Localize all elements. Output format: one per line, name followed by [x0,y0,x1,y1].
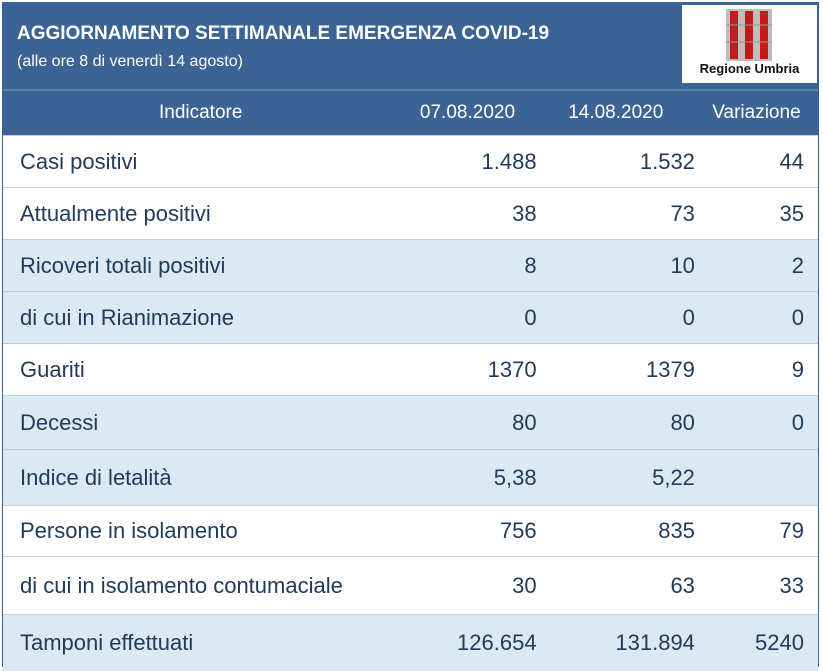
col-indicatore: Indicatore [3,89,399,136]
variation-cell: 0 [694,395,818,450]
value-07-08-cell: 30 [398,556,537,615]
table-row: di cui in isolamento contumaciale 30 63 33 [3,556,818,615]
value-07-08-cell: 5,38 [398,449,537,506]
value-14-08-cell: 5,22 [536,449,695,506]
value-14-08-cell: 131.894 [536,614,695,671]
value-07-08-cell: 1.488 [398,135,537,188]
indicator-cell: di cui in Rianimazione [3,291,399,344]
table-row: Decessi 80 80 0 [3,395,818,450]
indicator-cell: di cui in isolamento contumaciale [3,556,399,615]
variation-cell: 0 [694,291,818,344]
value-07-08-cell: 126.654 [398,614,537,671]
indicator-cell: Attualmente positivi [3,187,399,240]
indicator-cell: Indice di letalità [3,449,399,506]
data-table: Indicatore 07.08.2020 14.08.2020 Variazi… [3,89,818,671]
indicator-cell: Persone in isolamento [3,505,399,557]
value-07-08-cell: 0 [398,291,537,344]
value-14-08-cell: 80 [536,395,695,450]
col-date-1: 07.08.2020 [398,89,537,136]
table-row: di cui in Rianimazione 0 0 0 [3,291,818,344]
variation-cell: 79 [694,505,818,557]
indicator-cell: Guariti [3,343,399,396]
value-14-08-cell: 835 [536,505,695,557]
indicator-cell: Decessi [3,395,399,450]
report-header: AGGIORNAMENTO SETTIMANALE EMERGENZA COVI… [3,3,818,89]
table-row: Guariti 1370 1379 9 [3,343,818,396]
table-row: Attualmente positivi 38 73 35 [3,187,818,240]
variation-cell [694,449,818,506]
table-row: Casi positivi 1.488 1.532 44 [3,135,818,188]
logo-text: Regione Umbria [699,61,800,76]
variation-cell: 33 [694,556,818,615]
value-07-08-cell: 80 [398,395,537,450]
report-subtitle: (alle ore 8 di venerdì 14 agosto) [17,53,243,70]
table-row: Tamponi effettuati 126.654 131.894 5240 [3,614,818,671]
indicator-cell: Ricoveri totali positivi [3,239,399,292]
regione-umbria-logo: Regione Umbria [682,5,817,83]
table-row: Ricoveri totali positivi 8 10 2 [3,239,818,292]
variation-cell: 35 [694,187,818,240]
table-header-row: Indicatore 07.08.2020 14.08.2020 Variazi… [3,89,818,136]
table-row: Indice di letalità 5,38 5,22 [3,449,818,506]
value-07-08-cell: 756 [398,505,537,557]
report-title: AGGIORNAMENTO SETTIMANALE EMERGENZA COVI… [17,23,550,44]
value-14-08-cell: 63 [536,556,695,615]
value-14-08-cell: 0 [536,291,695,344]
table-row: Persone in isolamento 756 835 79 [3,505,818,557]
indicator-cell: Tamponi effettuati [3,614,399,671]
col-variazione: Variazione [694,89,818,136]
ceri-emblem-icon [726,9,772,61]
value-14-08-cell: 1.532 [536,135,695,188]
col-date-2: 14.08.2020 [536,89,695,136]
value-14-08-cell: 1379 [536,343,695,396]
variation-cell: 44 [694,135,818,188]
value-07-08-cell: 8 [398,239,537,292]
value-07-08-cell: 1370 [398,343,537,396]
value-14-08-cell: 73 [536,187,695,240]
variation-cell: 2 [694,239,818,292]
variation-cell: 5240 [694,614,818,671]
variation-cell: 9 [694,343,818,396]
value-07-08-cell: 38 [398,187,537,240]
indicator-cell: Casi positivi [3,135,399,188]
value-14-08-cell: 10 [536,239,695,292]
